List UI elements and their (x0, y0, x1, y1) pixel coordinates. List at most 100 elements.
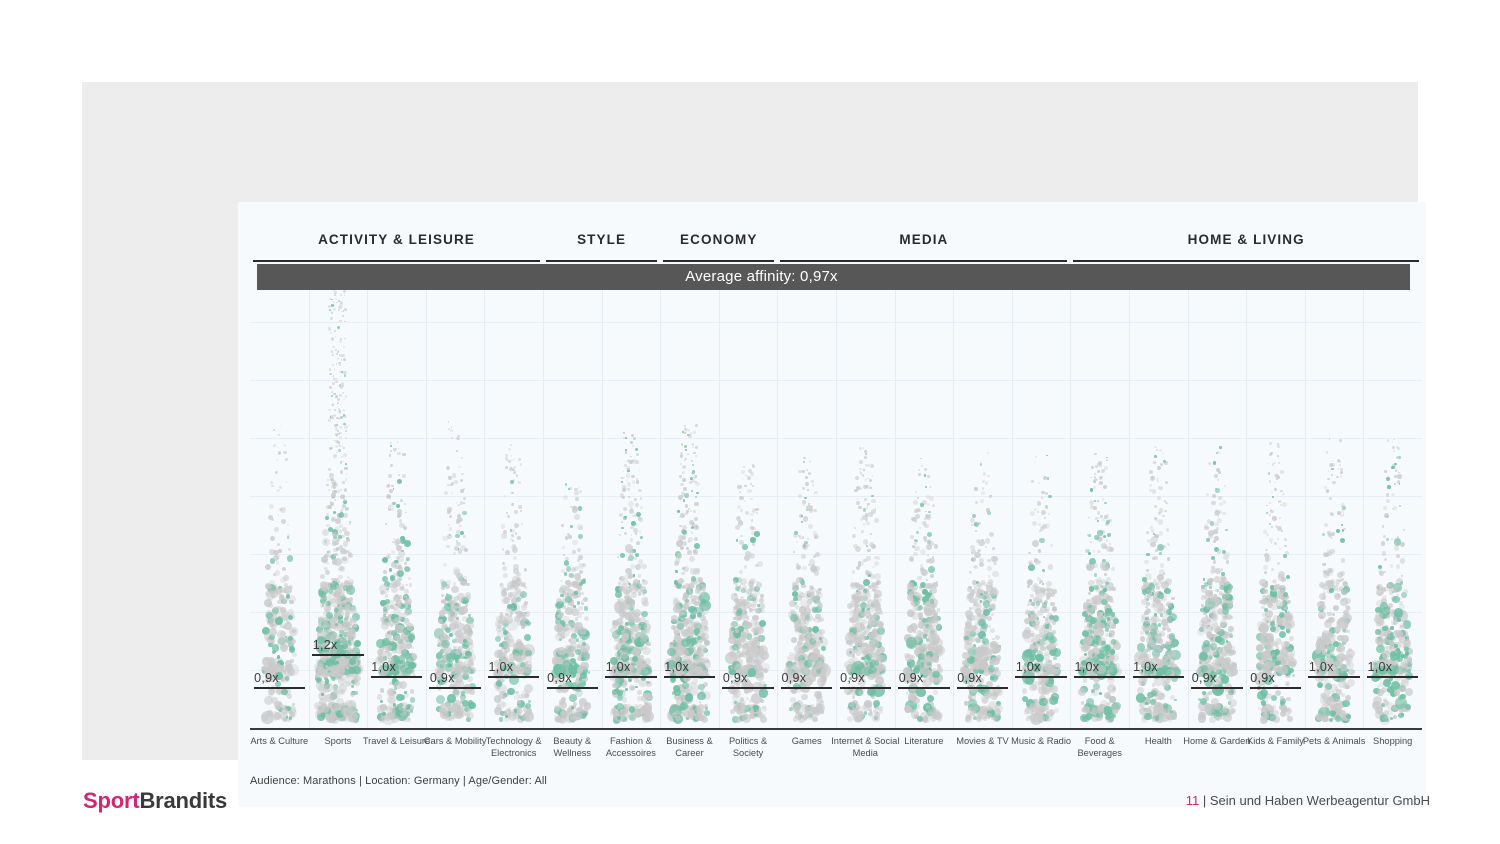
data-point (975, 715, 982, 723)
data-point (638, 489, 642, 493)
data-point (318, 590, 326, 598)
data-point (281, 688, 288, 696)
data-point (268, 642, 273, 648)
data-point (573, 487, 578, 492)
data-point (345, 714, 351, 719)
data-point (574, 591, 578, 595)
data-point (986, 508, 990, 512)
data-point (328, 647, 337, 656)
data-point (747, 668, 756, 677)
data-point (275, 687, 283, 696)
data-point (388, 474, 392, 478)
category-column: 0,9x (426, 264, 485, 728)
data-point (870, 486, 873, 489)
data-point (858, 505, 862, 510)
data-point (342, 310, 345, 312)
data-point (814, 570, 820, 576)
data-point (286, 670, 291, 674)
data-point (512, 555, 518, 561)
data-point (340, 371, 343, 373)
data-point (693, 537, 698, 542)
data-point (748, 608, 753, 613)
data-point (391, 549, 396, 554)
data-point (636, 453, 640, 457)
data-point (873, 619, 877, 623)
data-point (286, 536, 289, 539)
data-point (447, 476, 452, 481)
data-point (524, 624, 528, 628)
data-point (344, 477, 348, 481)
data-point (505, 466, 508, 469)
data-point (667, 647, 676, 656)
data-point (261, 714, 269, 721)
data-point (323, 600, 329, 606)
data-point (807, 523, 814, 530)
data-point (398, 673, 402, 678)
data-point (864, 456, 868, 460)
data-point (924, 468, 928, 471)
data-point (696, 491, 699, 495)
data-point (330, 311, 333, 314)
data-point (400, 537, 407, 544)
data-point (271, 644, 280, 652)
data-point (620, 477, 623, 479)
data-point (342, 397, 346, 401)
data-point (632, 574, 636, 577)
data-point (914, 539, 917, 542)
column-separator (1129, 264, 1130, 728)
data-point (344, 337, 346, 340)
data-point (629, 455, 632, 458)
data-point (335, 541, 339, 545)
data-point (270, 666, 280, 676)
data-point (352, 713, 355, 717)
data-point (573, 662, 578, 666)
data-point (572, 549, 577, 554)
data-point (693, 451, 696, 454)
data-point (619, 575, 625, 581)
data-point (339, 320, 342, 323)
data-point (274, 680, 282, 688)
data-point (321, 603, 325, 607)
data-point (396, 693, 404, 702)
data-point (739, 599, 748, 608)
data-point (867, 502, 870, 505)
data-point (398, 519, 402, 523)
data-point (279, 424, 282, 427)
data-point (932, 542, 935, 546)
data-point (399, 499, 403, 502)
data-point (688, 480, 692, 485)
data-point (273, 526, 279, 532)
data-point (583, 615, 590, 622)
data-point (746, 488, 752, 494)
category-column: 1,2x (309, 264, 368, 728)
data-point (630, 631, 639, 640)
data-point (456, 437, 461, 441)
median-value-label: 0,9x (840, 671, 865, 685)
data-point (858, 642, 864, 647)
data-point (330, 676, 336, 681)
data-point (331, 516, 336, 522)
data-point (329, 298, 331, 301)
data-point (287, 608, 295, 616)
data-point (927, 475, 931, 479)
data-point (338, 354, 341, 357)
data-point (684, 504, 689, 508)
median-marker (312, 654, 364, 657)
data-point (327, 669, 332, 674)
data-point (345, 614, 349, 618)
data-point (332, 375, 335, 378)
data-point (510, 443, 513, 446)
data-point (513, 509, 519, 515)
data-point (870, 544, 876, 550)
data-point (395, 624, 404, 634)
data-point (869, 632, 878, 640)
data-point (333, 481, 337, 485)
data-point (751, 604, 756, 609)
data-point (324, 650, 331, 657)
data-point (392, 703, 397, 707)
data-point (342, 634, 348, 641)
data-point (458, 465, 461, 469)
data-point (581, 592, 584, 595)
data-point (290, 647, 294, 651)
data-point (266, 710, 274, 717)
